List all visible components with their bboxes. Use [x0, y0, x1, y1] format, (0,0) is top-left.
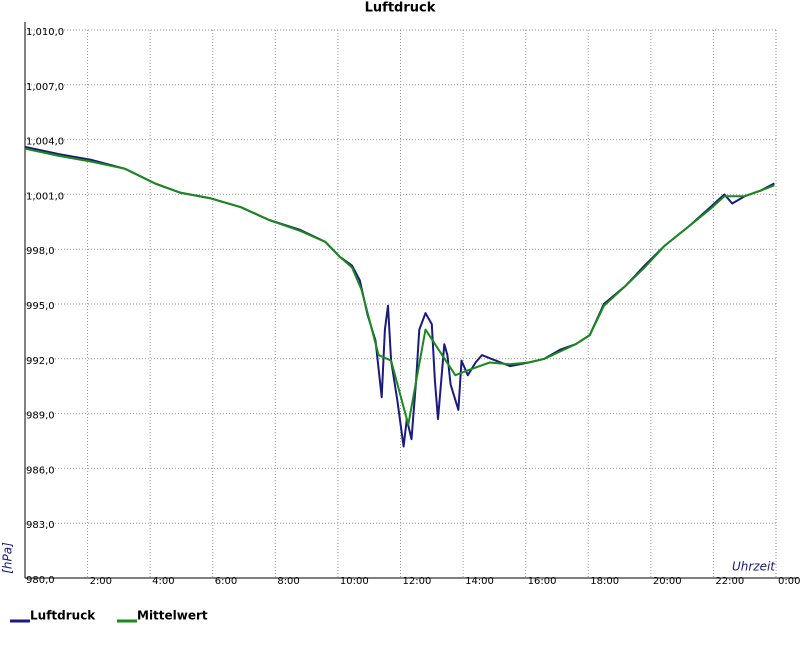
legend-label: Luftdruck — [30, 609, 96, 623]
x-tick-label: 16:00 — [528, 576, 557, 587]
x-tick-label: 14:00 — [465, 576, 494, 587]
x-tick-label: 2:00 — [90, 576, 112, 587]
x-tick-label: 4:00 — [152, 576, 174, 587]
x-tick-label: 8:00 — [277, 576, 299, 587]
y-tick-label: 1,001,0 — [26, 191, 64, 202]
x-tick-label: 0:00 — [778, 576, 800, 587]
y-axis-label: [hPa] — [1, 542, 15, 574]
x-tick-label: 12:00 — [403, 576, 432, 587]
x-tick-label: 22:00 — [715, 576, 744, 587]
y-tick-label: 992,0 — [26, 356, 55, 367]
x-axis-label: Uhrzeit — [732, 560, 776, 574]
y-tick-label: 989,0 — [26, 411, 55, 422]
x-tick-label: 20:00 — [653, 576, 682, 587]
series-line — [24, 145, 775, 448]
x-tick-label: 10:00 — [340, 576, 369, 587]
y-tick-label: 1,004,0 — [26, 137, 64, 148]
y-tick-label: 995,0 — [26, 301, 55, 312]
x-tick-label: 6:00 — [215, 576, 237, 587]
series-line — [24, 147, 775, 426]
y-tick-label: 986,0 — [26, 465, 55, 476]
x-tick-label: 18:00 — [590, 576, 619, 587]
chart-title: Luftdruck — [365, 1, 436, 16]
y-tick-label: 1,007,0 — [26, 82, 64, 93]
y-tick-label: 983,0 — [26, 520, 55, 531]
legend-label: Mittelwert — [137, 609, 208, 623]
y-tick-label: 998,0 — [26, 246, 55, 257]
y-tick-label: 980,0 — [26, 575, 55, 586]
y-tick-label: 1,010,0 — [26, 27, 64, 38]
